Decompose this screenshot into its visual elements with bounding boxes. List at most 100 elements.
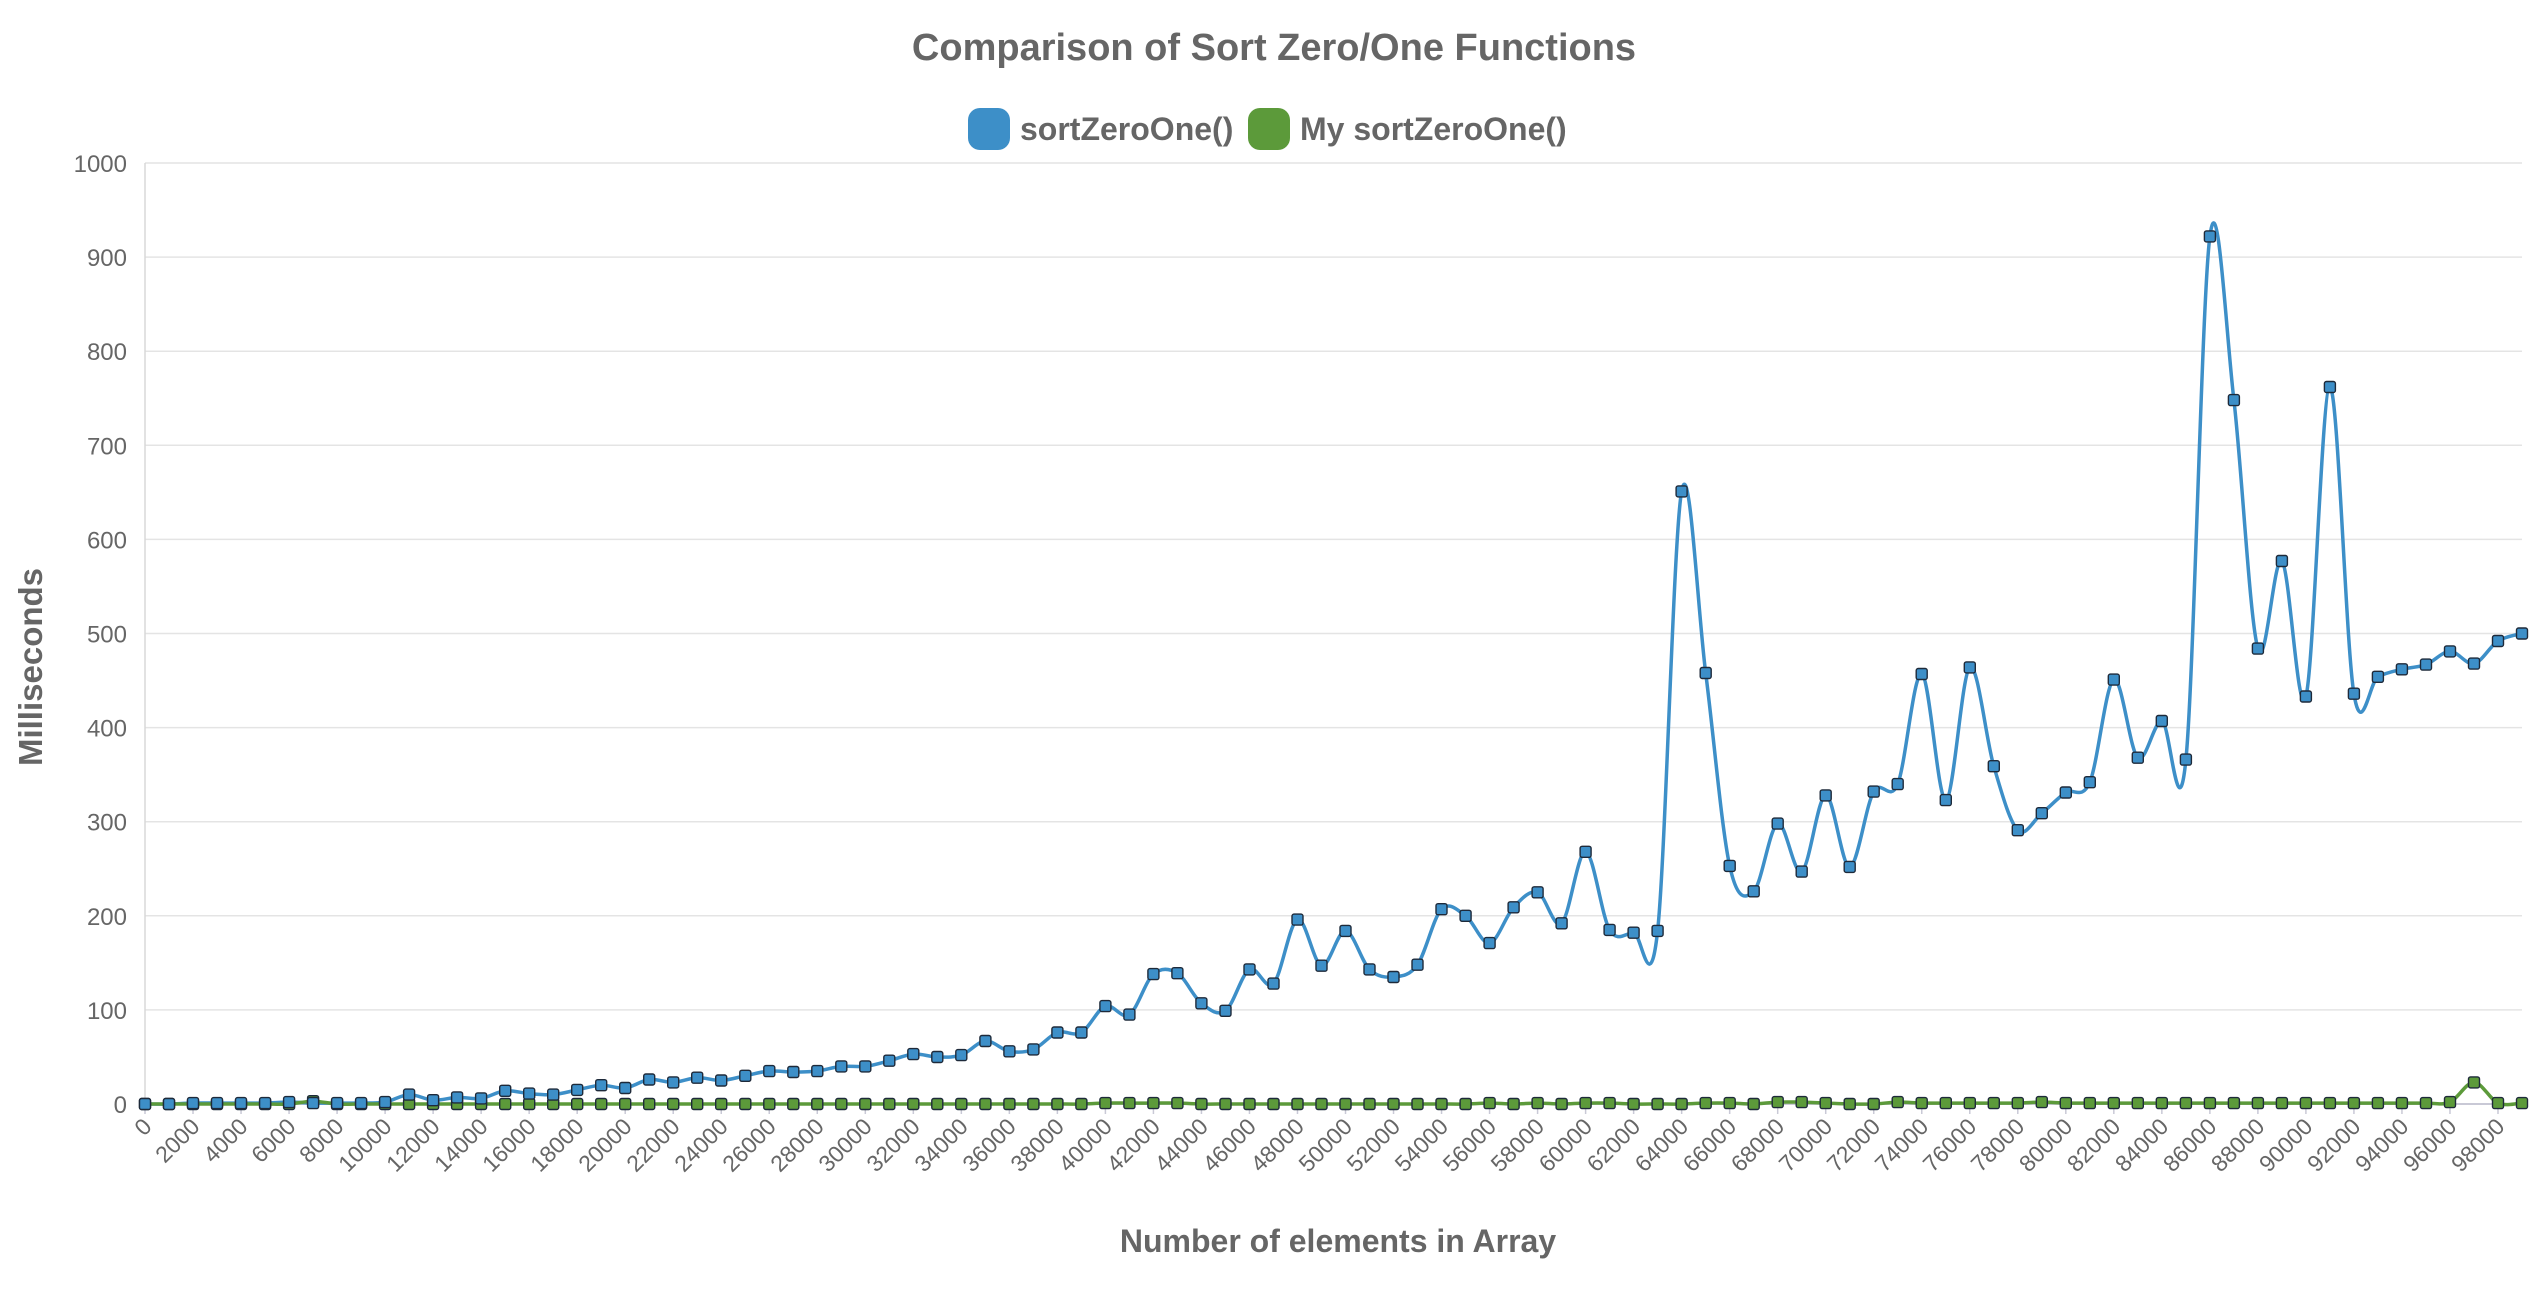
data-point-sortzeroone[interactable] [1243, 963, 1256, 976]
data-point-sortzeroone[interactable] [763, 1064, 776, 1078]
data-point-my-sortzeroone[interactable] [2107, 1096, 2121, 1110]
data-point-my-sortzeroone[interactable] [619, 1097, 632, 1111]
data-point-my-sortzeroone[interactable] [1507, 1097, 1520, 1111]
data-point-sortzeroone[interactable] [787, 1065, 800, 1079]
data-point-sortzeroone[interactable] [2203, 230, 2217, 243]
data-point-sortzeroone[interactable] [1603, 923, 1616, 937]
data-point-my-sortzeroone[interactable] [1531, 1096, 1544, 1110]
data-point-sortzeroone[interactable] [595, 1078, 608, 1092]
data-point-sortzeroone[interactable] [643, 1073, 656, 1086]
data-point-sortzeroone[interactable] [2515, 627, 2529, 640]
data-point-sortzeroone[interactable] [1483, 936, 1496, 950]
data-point-sortzeroone[interactable] [883, 1054, 896, 1067]
data-point-sortzeroone[interactable] [1387, 970, 1400, 984]
data-point-my-sortzeroone[interactable] [499, 1097, 512, 1111]
data-point-sortzeroone[interactable] [547, 1088, 560, 1101]
data-point-sortzeroone[interactable] [2083, 776, 2097, 789]
data-point-sortzeroone[interactable] [234, 1096, 248, 1110]
data-point-my-sortzeroone[interactable] [1171, 1096, 1184, 1110]
data-point-my-sortzeroone[interactable] [691, 1097, 704, 1111]
data-point-my-sortzeroone[interactable] [667, 1097, 680, 1111]
legend-label-sortzeroone[interactable]: sortZeroOne() [1020, 111, 1233, 147]
data-point-sortzeroone[interactable] [1411, 958, 1424, 971]
data-point-my-sortzeroone[interactable] [1651, 1097, 1664, 1111]
data-point-my-sortzeroone[interactable] [2299, 1096, 2313, 1110]
data-point-my-sortzeroone[interactable] [1435, 1097, 1448, 1111]
data-point-my-sortzeroone[interactable] [2347, 1096, 2361, 1110]
data-point-my-sortzeroone[interactable] [835, 1097, 848, 1111]
data-point-my-sortzeroone[interactable] [1771, 1095, 1784, 1109]
data-point-sortzeroone[interactable] [1795, 865, 1808, 878]
data-point-my-sortzeroone[interactable] [1075, 1097, 1088, 1111]
data-point-my-sortzeroone[interactable] [1387, 1097, 1400, 1111]
data-point-sortzeroone[interactable] [1651, 924, 1664, 938]
data-point-sortzeroone[interactable] [2059, 786, 2073, 799]
data-point-sortzeroone[interactable] [2011, 824, 2025, 837]
data-point-my-sortzeroone[interactable] [2419, 1096, 2433, 1110]
data-point-sortzeroone[interactable] [2035, 807, 2049, 820]
data-point-sortzeroone[interactable] [499, 1084, 512, 1098]
data-point-my-sortzeroone[interactable] [1219, 1097, 1232, 1111]
data-point-my-sortzeroone[interactable] [595, 1097, 608, 1111]
data-point-sortzeroone[interactable] [1123, 1008, 1136, 1021]
data-point-my-sortzeroone[interactable] [1963, 1096, 1977, 1110]
data-point-sortzeroone[interactable] [1843, 860, 1856, 874]
data-point-sortzeroone[interactable] [2419, 658, 2433, 671]
data-point-sortzeroone[interactable] [667, 1076, 680, 1089]
data-point-my-sortzeroone[interactable] [2371, 1096, 2385, 1110]
data-point-sortzeroone[interactable] [1435, 903, 1448, 916]
data-point-my-sortzeroone[interactable] [2491, 1096, 2505, 1110]
data-point-sortzeroone[interactable] [1195, 997, 1208, 1010]
data-markers[interactable] [138, 230, 2529, 1111]
data-point-sortzeroone[interactable] [2251, 642, 2265, 655]
data-point-my-sortzeroone[interactable] [1867, 1097, 1880, 1111]
data-point-my-sortzeroone[interactable] [2179, 1096, 2193, 1110]
data-point-my-sortzeroone[interactable] [1123, 1096, 1136, 1110]
data-point-sortzeroone[interactable] [1315, 959, 1328, 972]
data-point-my-sortzeroone[interactable] [1195, 1097, 1208, 1111]
data-point-sortzeroone[interactable] [907, 1047, 920, 1061]
data-point-sortzeroone[interactable] [2227, 393, 2241, 407]
data-point-sortzeroone[interactable] [931, 1050, 944, 1064]
data-point-sortzeroone[interactable] [811, 1064, 824, 1078]
data-point-my-sortzeroone[interactable] [2011, 1096, 2025, 1110]
data-point-my-sortzeroone[interactable] [1099, 1096, 1112, 1110]
data-point-my-sortzeroone[interactable] [1579, 1096, 1592, 1110]
legend[interactable]: sortZeroOne() My sortZeroOne() [968, 108, 1567, 150]
data-point-sortzeroone[interactable] [426, 1093, 440, 1107]
data-point-sortzeroone[interactable] [2395, 663, 2409, 676]
data-point-my-sortzeroone[interactable] [2035, 1095, 2049, 1109]
data-point-sortzeroone[interactable] [859, 1060, 872, 1073]
data-point-my-sortzeroone[interactable] [1243, 1097, 1256, 1111]
data-point-my-sortzeroone[interactable] [1411, 1097, 1424, 1111]
data-point-sortzeroone[interactable] [450, 1091, 464, 1104]
data-point-sortzeroone[interactable] [2467, 657, 2481, 670]
data-point-my-sortzeroone[interactable] [2515, 1096, 2529, 1110]
data-point-my-sortzeroone[interactable] [2131, 1096, 2145, 1110]
data-point-sortzeroone[interactable] [210, 1096, 224, 1110]
data-point-sortzeroone[interactable] [2371, 670, 2385, 683]
data-point-sortzeroone[interactable] [1867, 785, 1880, 798]
data-point-sortzeroone[interactable] [1915, 667, 1928, 681]
data-point-my-sortzeroone[interactable] [571, 1097, 584, 1111]
data-point-sortzeroone[interactable] [2443, 645, 2457, 658]
data-point-sortzeroone[interactable] [523, 1087, 536, 1100]
data-point-sortzeroone[interactable] [2155, 714, 2169, 728]
data-point-my-sortzeroone[interactable] [739, 1097, 752, 1111]
data-point-sortzeroone[interactable] [1531, 886, 1544, 899]
data-point-sortzeroone[interactable] [1723, 859, 1736, 873]
data-point-sortzeroone[interactable] [258, 1096, 272, 1110]
data-point-sortzeroone[interactable] [2107, 673, 2121, 686]
data-point-sortzeroone[interactable] [2275, 554, 2289, 568]
data-point-my-sortzeroone[interactable] [979, 1097, 992, 1111]
data-point-sortzeroone[interactable] [619, 1081, 632, 1095]
data-point-sortzeroone[interactable] [1459, 909, 1472, 922]
data-point-my-sortzeroone[interactable] [1291, 1097, 1304, 1111]
data-point-sortzeroone[interactable] [1075, 1026, 1088, 1039]
data-point-my-sortzeroone[interactable] [1027, 1097, 1040, 1111]
legend-swatch-sortzeroone[interactable] [968, 108, 1010, 150]
data-point-sortzeroone[interactable] [2347, 687, 2361, 700]
data-point-my-sortzeroone[interactable] [2251, 1096, 2265, 1110]
data-point-my-sortzeroone[interactable] [715, 1097, 728, 1111]
data-point-my-sortzeroone[interactable] [811, 1097, 824, 1111]
